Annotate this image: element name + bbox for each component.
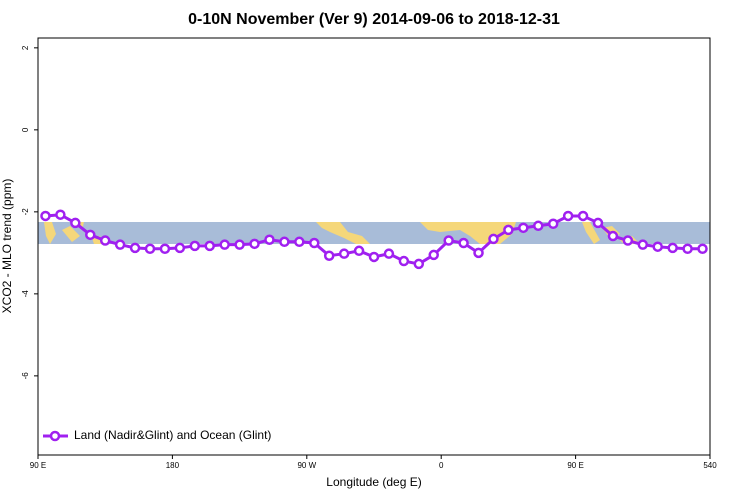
y-tick-label: 0 (21, 127, 30, 132)
point (562, 210, 574, 222)
x-axis-title: Longitude (deg E) (326, 475, 421, 489)
point (667, 242, 678, 254)
point (398, 255, 410, 267)
legend-marker (49, 430, 61, 442)
x-tick-label: 90 W (297, 461, 316, 470)
point (114, 239, 126, 250)
point (383, 248, 395, 259)
point (637, 239, 649, 250)
point (99, 235, 111, 246)
point (309, 237, 320, 249)
land (316, 222, 370, 244)
point (85, 229, 96, 241)
x-tick-label: 540 (703, 461, 717, 470)
legend-label: Land (Nadir&Glint) and Ocean (Glint) (74, 428, 271, 442)
x-tick-label: 90 E (30, 461, 46, 470)
point (622, 235, 634, 246)
point (488, 233, 499, 245)
point (189, 240, 201, 252)
land (44, 222, 104, 244)
point (144, 243, 156, 255)
point (607, 230, 619, 242)
y-tick-label: 2 (21, 45, 30, 50)
point (40, 210, 51, 222)
point (129, 242, 141, 254)
point (174, 242, 186, 254)
point (294, 236, 305, 248)
point (503, 224, 514, 236)
point (249, 238, 260, 250)
point (533, 220, 544, 232)
point (413, 258, 425, 270)
point (70, 217, 81, 229)
point (204, 240, 215, 252)
point (473, 247, 484, 259)
point (428, 249, 439, 261)
y-tick-label: -4 (21, 290, 30, 298)
point (577, 210, 589, 222)
chart-title: 0-10N November (Ver 9) 2014-09-06 to 201… (188, 11, 560, 28)
point (697, 243, 708, 255)
point (323, 250, 335, 261)
point (264, 234, 275, 245)
point (279, 236, 290, 248)
point (55, 209, 66, 220)
point (353, 245, 365, 257)
point (547, 218, 559, 229)
point (518, 222, 529, 234)
y-axis-title: XCO2 - MLO trend (ppm) (0, 179, 14, 314)
point (338, 248, 350, 259)
point (682, 243, 693, 255)
point (368, 251, 380, 263)
point (219, 239, 230, 250)
x-tick-label: 90 E (567, 461, 583, 470)
x-tick-label: 0 (439, 461, 444, 470)
x-tick-label: 180 (166, 461, 180, 470)
point (592, 217, 604, 229)
plot-frame (37, 37, 711, 456)
point (458, 237, 469, 249)
y-tick-label: -2 (21, 208, 30, 216)
y-tick-label: -6 (21, 372, 30, 380)
point (652, 241, 663, 252)
point (443, 235, 454, 246)
point (159, 243, 171, 255)
point (234, 239, 245, 250)
